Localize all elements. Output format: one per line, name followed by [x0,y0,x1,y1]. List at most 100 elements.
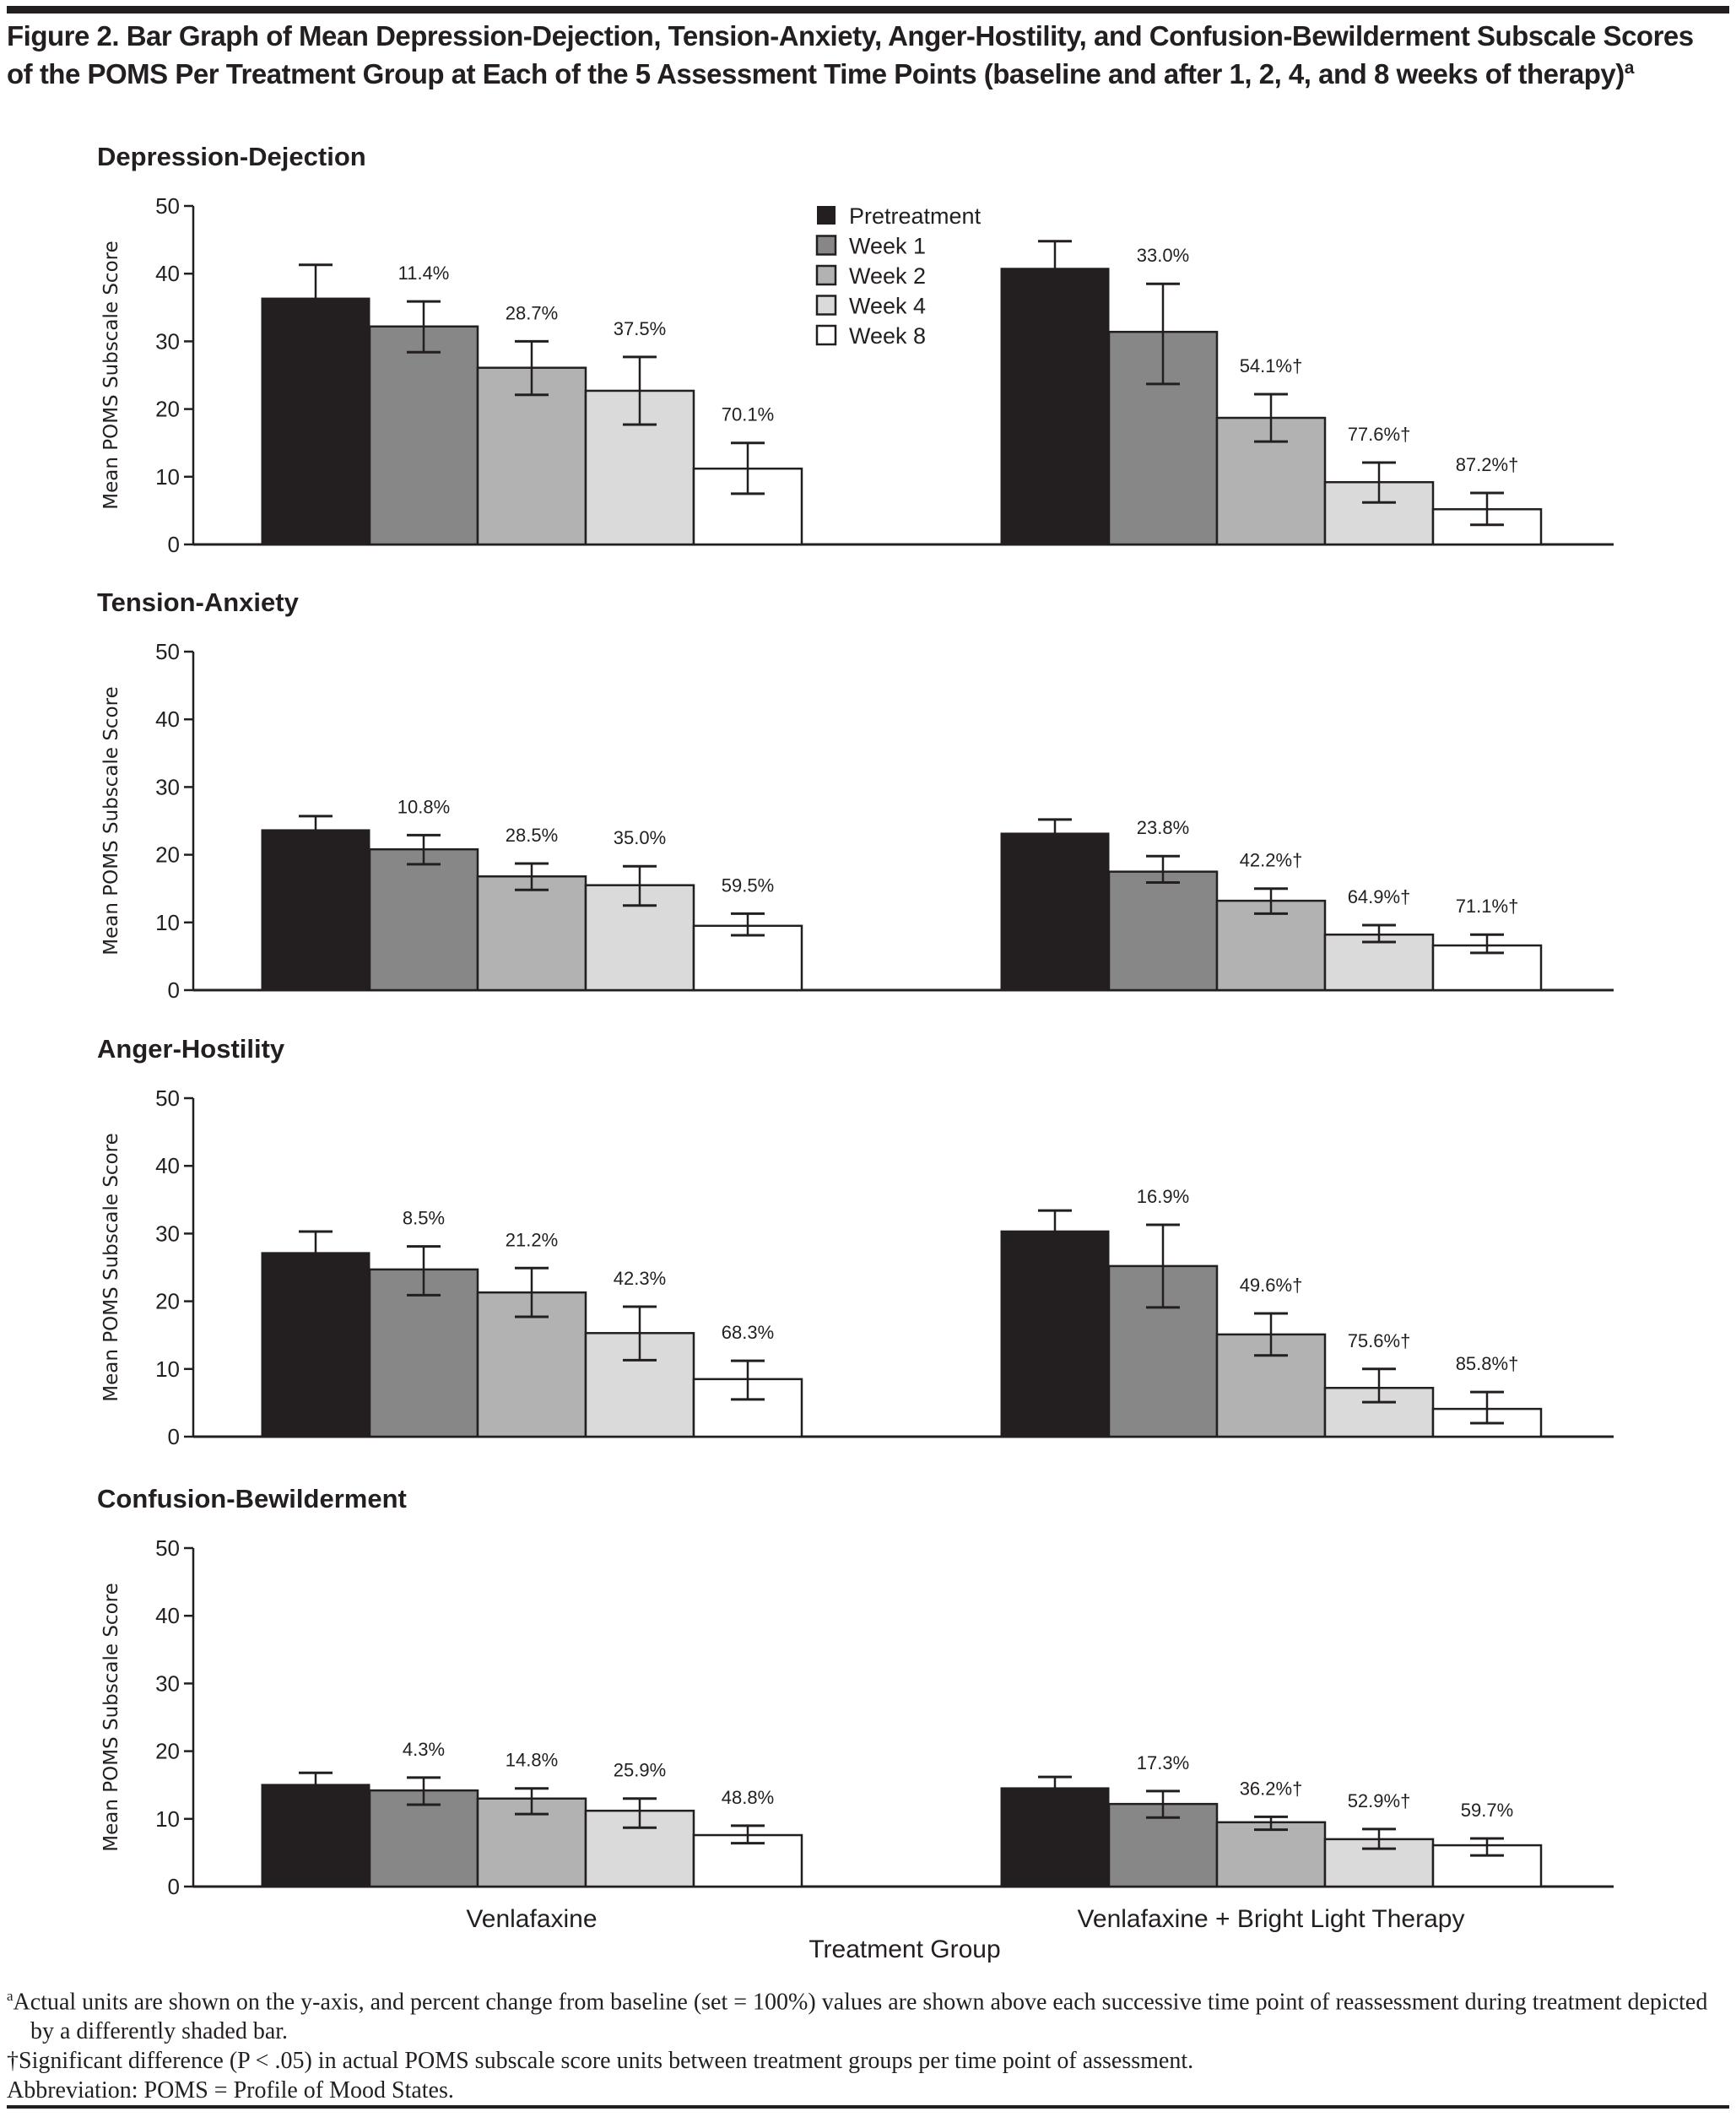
percent-change-label: 70.1% [722,404,774,425]
y-tick-label: 40 [155,1603,180,1628]
percent-change-label: 52.9%† [1348,1790,1411,1811]
bar-pretreatment [1000,268,1110,545]
y-axis-label: Mean POMS Subscale Score [100,241,122,509]
footnote-abbreviation: Abbreviation: POMS = Profile of Mood Sta… [7,2077,454,2104]
bar-week-2 [1215,899,1327,992]
y-tick-label: 10 [155,464,180,490]
y-tick-label: 10 [155,1356,180,1382]
x-axis-title: Treatment Group [809,1936,1000,1963]
y-tick-label: 20 [155,397,180,422]
percent-change-label: 4.3% [403,1739,445,1760]
bottom-rule [7,2105,1729,2109]
legend-label: Week 4 [849,294,926,319]
percent-change-label: 25.9% [614,1760,666,1781]
y-tick-label: 0 [168,977,180,1003]
footnote-dagger: †Significant difference (P < .05) in act… [7,2048,1194,2075]
percent-change-label: 37.5% [614,318,666,339]
y-tick-label: 30 [155,774,180,799]
legend-label: Week 2 [849,263,926,289]
bar-week-1 [368,847,479,992]
percent-change-label: 23.8% [1137,817,1189,838]
percent-change-label: 77.6%† [1348,424,1411,445]
legend-swatch [817,206,836,225]
y-tick-label: 50 [155,1535,180,1561]
y-axis-label: Mean POMS Subscale Score [100,686,122,955]
percent-change-label: 17.3% [1137,1752,1189,1773]
category-label: Venlafaxine + Bright Light Therapy [1078,1905,1465,1933]
percent-change-label: 28.7% [506,302,558,323]
legend-label: Pretreatment [849,203,982,229]
y-axis-label: Mean POMS Subscale Score [100,1133,122,1401]
y-tick-label: 40 [155,1153,180,1178]
percent-change-label: 68.3% [722,1322,774,1343]
y-tick-label: 0 [168,1424,180,1449]
percent-change-label: 14.8% [506,1750,558,1771]
y-tick-label: 40 [155,261,180,286]
top-rule [7,6,1729,14]
y-tick-label: 20 [155,842,180,868]
y-tick-label: 40 [155,707,180,732]
footnote-a: aActual units are shown on the y-axis, a… [7,1981,1728,2046]
percent-change-label: 36.2%† [1240,1778,1303,1799]
y-axis-label: Mean POMS Subscale Score [100,1583,122,1851]
y-tick-label: 20 [155,1289,180,1314]
percent-change-label: 59.5% [722,874,774,896]
footnotes: aActual units are shown on the y-axis, a… [7,1981,1728,2105]
bar-pretreatment [1000,832,1110,991]
percent-change-label: 28.5% [506,825,558,846]
percent-change-label: 49.6%† [1240,1275,1303,1296]
bar-week-1 [368,325,479,546]
bar-week-1 [368,1268,479,1438]
legend-swatch [815,264,837,286]
figure-title-footnote-mark: a [1624,58,1635,78]
footnote-a-mark: a [7,1988,14,2004]
percent-change-label: 35.0% [614,827,666,848]
y-tick-label: 30 [155,328,180,354]
panel-title: Depression-Dejection [97,142,366,171]
percent-change-label: 42.3% [614,1268,666,1289]
category-label: Venlafaxine [466,1905,597,1933]
bar-pretreatment [261,1252,370,1438]
percent-change-label: 10.8% [397,796,450,817]
figure-title-text: Figure 2. Bar Graph of Mean Depression-D… [7,20,1694,89]
percent-change-label: 48.8% [722,1787,774,1808]
legend-label: Week 8 [849,323,926,349]
legend-swatch [815,295,837,316]
y-tick-label: 10 [155,1806,180,1832]
legend-swatch [815,235,837,256]
percent-change-label: 8.5% [403,1208,445,1229]
percent-change-label: 21.2% [506,1229,558,1250]
percent-change-label: 71.1%† [1456,896,1519,917]
percent-change-label: 85.8%† [1456,1353,1519,1374]
bar-week-2 [1215,1821,1327,1888]
y-tick-label: 30 [155,1221,180,1246]
y-tick-label: 30 [155,1670,180,1696]
percent-change-label: 33.0% [1137,245,1189,266]
bar-pretreatment [1000,1230,1110,1438]
percent-change-label: 59.7% [1461,1800,1513,1821]
y-tick-label: 0 [168,532,180,557]
bar-pretreatment [261,829,370,991]
bar-pretreatment [1000,1787,1110,1887]
panel-title: Confusion-Bewilderment [97,1484,407,1513]
y-tick-label: 50 [155,639,180,664]
percent-change-label: 42.2%† [1240,850,1303,871]
y-tick-label: 50 [155,193,180,219]
footnote-a-text: Actual units are shown on the y-axis, an… [13,1989,1708,2045]
y-tick-label: 50 [155,1086,180,1111]
bar-pretreatment [261,1784,370,1887]
percent-change-label: 54.1%† [1240,355,1303,376]
bar-pretreatment [261,297,370,545]
panel-title: Tension-Anxiety [97,587,300,617]
bar-week-1 [1107,870,1219,992]
figure-title: Figure 2. Bar Graph of Mean Depression-D… [7,17,1720,93]
percent-change-label: 64.9%† [1348,886,1411,907]
legend-swatch [815,324,837,346]
y-tick-label: 0 [168,1874,180,1899]
percent-change-label: 11.4% [398,263,450,284]
percent-change-label: 87.2%† [1456,454,1519,475]
panel-title: Anger-Hostility [97,1034,285,1064]
percent-change-label: 75.6%† [1348,1330,1411,1351]
percent-change-label: 16.9% [1137,1186,1189,1207]
